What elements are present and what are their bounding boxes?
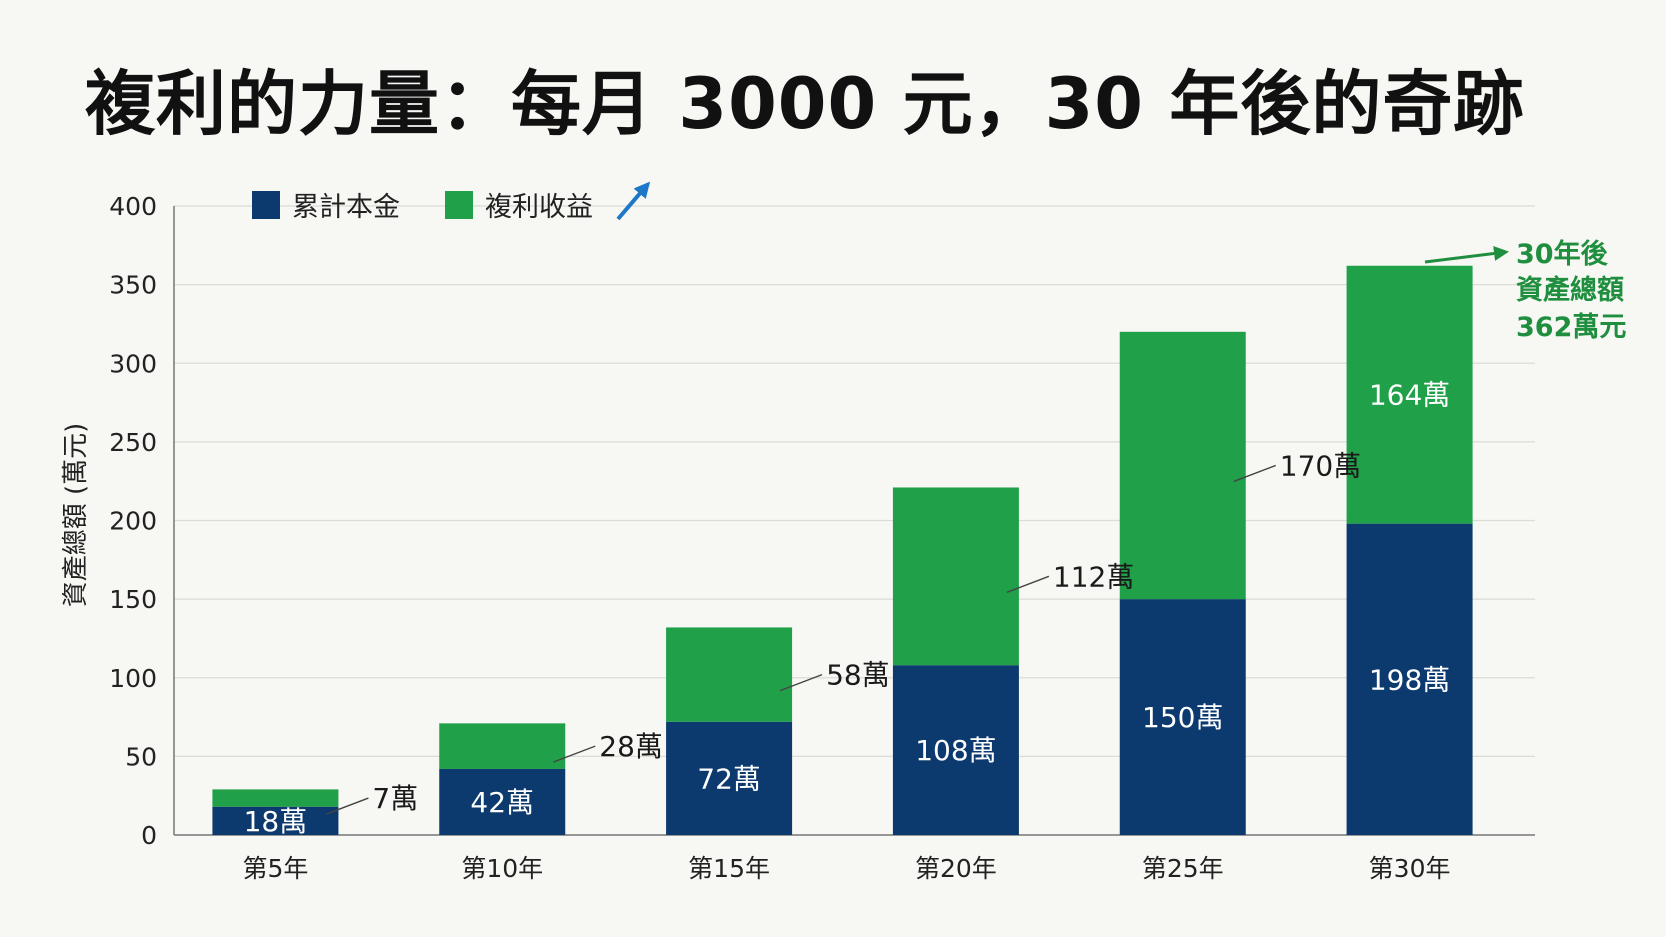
principal-value-label: 108萬 xyxy=(915,734,996,767)
y-tick-label: 350 xyxy=(109,271,157,300)
chart-title: 複利的力量：每月 3000 元，30 年後的奇跡 xyxy=(85,63,1525,145)
y-tick-label: 0 xyxy=(141,821,157,850)
principal-value-label: 150萬 xyxy=(1142,701,1223,734)
interest-value-label: 170萬 xyxy=(1280,449,1361,482)
legend-swatch-principal xyxy=(252,191,280,219)
bar-interest-segment xyxy=(212,789,339,807)
annotation-arrow-icon xyxy=(1424,246,1509,264)
principal-value-label: 72萬 xyxy=(697,762,761,795)
gridlines xyxy=(174,205,1535,757)
bar-principal-segment xyxy=(439,768,566,835)
x-tick-label: 第25年 xyxy=(1142,854,1224,883)
bar-interest-segment xyxy=(439,723,566,769)
x-tick-label: 第15年 xyxy=(688,854,770,883)
bar-principal-segment xyxy=(666,721,793,835)
interest-value-label: 112萬 xyxy=(1053,560,1134,593)
principal-value-label: 198萬 xyxy=(1369,663,1450,696)
leader-line xyxy=(779,673,823,692)
y-tick-label: 150 xyxy=(109,585,157,614)
leader-line xyxy=(1006,575,1050,593)
interest-value-label: 58萬 xyxy=(826,659,890,692)
trend-up-arrow-icon xyxy=(616,181,651,221)
y-axis-title: 資產總額 (萬元) xyxy=(61,423,91,608)
y-tick-label: 250 xyxy=(109,428,157,457)
bar-interest-segment xyxy=(1119,331,1246,600)
interest-value-label: 7萬 xyxy=(372,782,418,815)
annotation-line-2: 資產總額 xyxy=(1516,274,1624,306)
bars xyxy=(212,265,1473,835)
annotation-line-1: 30年後 xyxy=(1516,238,1609,270)
y-tick-label: 300 xyxy=(109,349,157,378)
y-tick-label: 50 xyxy=(125,742,157,771)
legend-label-principal: 累計本金 xyxy=(292,192,400,223)
bar-interest-segment xyxy=(666,627,793,722)
axes: 0 50 100 150 200 250 300 350 400 資產總額 (萬元) 第5年 第10年… xyxy=(61,192,1535,883)
y-tick-label: 100 xyxy=(109,664,157,693)
leader-line xyxy=(1233,464,1276,483)
bar-principal-segment xyxy=(1119,599,1246,835)
principal-value-label: 18萬 xyxy=(244,805,308,838)
bar-interest-segment xyxy=(892,487,1019,666)
x-tick-label: 第10年 xyxy=(461,854,543,883)
y-tick-label: 400 xyxy=(109,192,157,221)
y-tick-label: 200 xyxy=(109,507,157,536)
interest-value-label: 28萬 xyxy=(599,730,663,763)
bar-principal-segment xyxy=(212,806,339,835)
x-tick-label: 第30年 xyxy=(1369,854,1451,883)
bar-principal-segment xyxy=(892,665,1019,835)
bar-principal-segment xyxy=(1346,523,1473,835)
interest-value-label: 164萬 xyxy=(1369,379,1450,412)
legend-label-interest: 複利收益 xyxy=(485,192,593,223)
bar-interest-segment xyxy=(1346,265,1473,524)
legend: 累計本金 複利收益 xyxy=(252,181,651,223)
total-annotation: 30年後 資產總額 362萬元 xyxy=(1424,238,1626,343)
annotation-line-3: 362萬元 xyxy=(1516,312,1626,343)
x-tick-label: 第20年 xyxy=(915,854,997,883)
x-tick-label: 第5年 xyxy=(242,854,308,883)
legend-swatch-interest xyxy=(445,191,473,219)
leader-line xyxy=(553,745,596,763)
leader-line xyxy=(326,797,369,815)
data-labels: 18萬 7萬 42萬 28萬 72萬 58萬 108萬 112萬 150萬 170萬 198萬 164… xyxy=(244,379,1451,838)
principal-value-label: 42萬 xyxy=(470,786,534,819)
